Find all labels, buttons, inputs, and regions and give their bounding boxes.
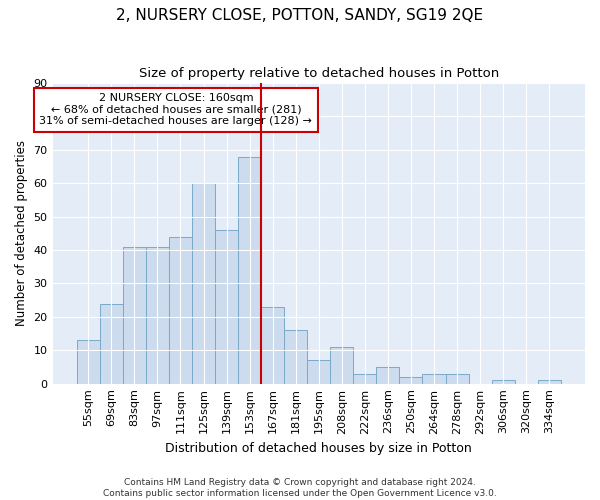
X-axis label: Distribution of detached houses by size in Potton: Distribution of detached houses by size … (166, 442, 472, 455)
Bar (192, 184, 215, 384)
Bar (353, 374, 376, 384)
Bar (261, 307, 284, 384)
Bar (307, 360, 330, 384)
Bar (123, 246, 146, 384)
Bar (77, 340, 100, 384)
Bar (238, 156, 261, 384)
Bar (284, 330, 307, 384)
Bar (446, 374, 469, 384)
Text: 2, NURSERY CLOSE, POTTON, SANDY, SG19 2QE: 2, NURSERY CLOSE, POTTON, SANDY, SG19 2Q… (116, 8, 484, 22)
Bar (376, 367, 400, 384)
Y-axis label: Number of detached properties: Number of detached properties (15, 140, 28, 326)
Bar (215, 230, 238, 384)
Bar (491, 380, 515, 384)
Text: 2 NURSERY CLOSE: 160sqm
← 68% of detached houses are smaller (281)
31% of semi-d: 2 NURSERY CLOSE: 160sqm ← 68% of detache… (40, 93, 312, 126)
Bar (538, 380, 561, 384)
Bar (169, 236, 192, 384)
Bar (330, 347, 353, 384)
Bar (146, 246, 169, 384)
Bar (100, 304, 123, 384)
Bar (422, 374, 446, 384)
Bar (400, 377, 422, 384)
Text: Contains HM Land Registry data © Crown copyright and database right 2024.
Contai: Contains HM Land Registry data © Crown c… (103, 478, 497, 498)
Title: Size of property relative to detached houses in Potton: Size of property relative to detached ho… (139, 68, 499, 80)
